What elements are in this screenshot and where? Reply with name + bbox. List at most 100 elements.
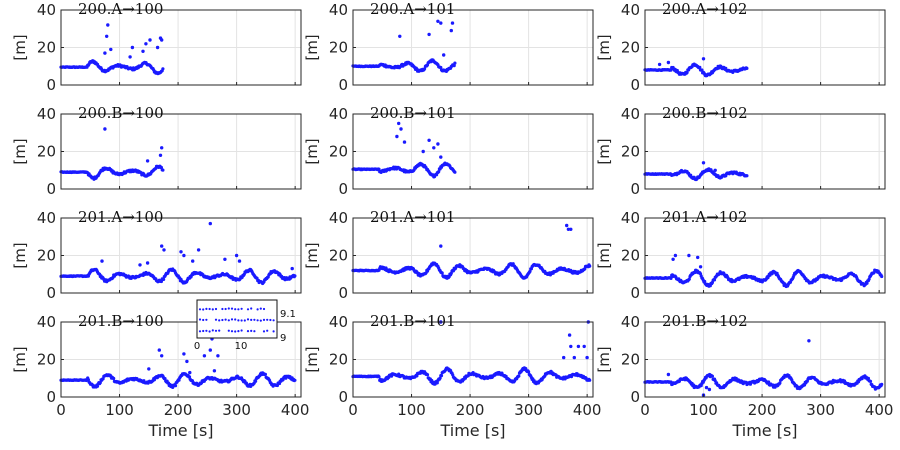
outlier-point — [141, 49, 145, 53]
outlier-point — [402, 140, 407, 144]
outlier-point — [449, 28, 453, 33]
data-point — [377, 167, 381, 171]
data-point — [173, 384, 178, 388]
subplot-1: 0 20 40 [m] 200.A→100 — [11, 0, 302, 94]
y-axis-label: [m] — [303, 34, 321, 60]
inset-point — [250, 307, 253, 310]
y-tick-label: 0 — [630, 180, 640, 198]
data-point — [112, 376, 116, 381]
y-tick-label: 20 — [37, 351, 56, 369]
subplot-title: 201.A→100 — [78, 208, 163, 226]
inset-point — [237, 319, 240, 322]
y-tick-label: 0 — [338, 76, 348, 94]
y-tick-label: 0 — [630, 76, 640, 94]
inset-point — [237, 330, 240, 333]
inset-point — [221, 307, 224, 311]
data-point — [162, 277, 166, 281]
y-tick-label: 20 — [329, 143, 348, 161]
data-point — [880, 274, 884, 279]
data-point — [254, 379, 258, 383]
y-axis-label: [m] — [303, 138, 321, 164]
y-tick-label: 20 — [621, 143, 640, 161]
inset-point — [256, 319, 259, 322]
x-axis-label: Time [s] — [147, 421, 213, 440]
data-point — [865, 281, 869, 285]
x-tick-label: 400 — [281, 401, 310, 419]
outlier-point — [182, 253, 186, 258]
subplot-title: 200.A→102 — [662, 0, 747, 18]
subplot-5: 0 20 40 [m] 200.B→101 — [303, 104, 594, 198]
outlier-point — [103, 127, 107, 131]
x-tick-label: 0 — [348, 401, 358, 419]
x-tick-label: 0 — [56, 401, 66, 419]
data-series — [351, 223, 592, 280]
outlier-point — [182, 352, 186, 356]
outlier-point — [399, 127, 403, 131]
outlier-point — [671, 257, 675, 261]
y-tick-label: 0 — [46, 180, 56, 198]
inset-point — [250, 318, 253, 321]
outlier-point — [666, 60, 671, 65]
y-tick-label: 40 — [329, 313, 348, 331]
x-axis-label: Time [s] — [731, 421, 797, 440]
subplot-4: 0 20 40 [m] 200.B→100 — [11, 104, 302, 198]
inset-point — [234, 330, 237, 333]
subplot-title: 200.B→102 — [662, 104, 748, 122]
data-series — [59, 337, 297, 389]
data-point — [275, 383, 279, 388]
y-tick-label: 40 — [37, 1, 56, 19]
data-series — [351, 121, 457, 179]
data-point — [868, 379, 873, 383]
data-point — [161, 168, 165, 172]
y-tick-label: 20 — [329, 39, 348, 57]
subplot-title: 201.B→102 — [662, 312, 748, 330]
inset-point — [250, 329, 253, 332]
inset-x-tick-label: 10 — [235, 341, 248, 352]
inset-point — [240, 307, 243, 310]
y-tick-label: 0 — [338, 180, 348, 198]
inset-point — [259, 307, 262, 310]
data-point — [263, 372, 267, 376]
outlier-point — [450, 21, 455, 25]
outlier-point — [160, 244, 164, 248]
outlier-point — [567, 333, 572, 337]
y-tick-label: 0 — [630, 388, 640, 406]
outlier-point — [569, 344, 573, 349]
inset-point — [243, 319, 246, 322]
y-tick-label: 40 — [621, 313, 640, 331]
outlier-point — [160, 146, 164, 150]
outlier-point — [698, 265, 703, 269]
data-point — [687, 277, 691, 281]
y-tick-label: 40 — [621, 209, 640, 227]
data-point — [161, 67, 165, 71]
data-point — [438, 376, 442, 380]
y-axis-label: [m] — [11, 34, 29, 60]
outlier-point — [155, 45, 160, 50]
data-point — [293, 274, 297, 278]
y-tick-label: 20 — [37, 143, 56, 161]
y-tick-label: 0 — [338, 388, 348, 406]
data-point — [440, 271, 444, 275]
y-axis-label: [m] — [11, 242, 29, 268]
inset-point — [214, 307, 218, 311]
data-point — [712, 278, 717, 282]
data-point — [685, 70, 689, 75]
data-point — [439, 374, 444, 378]
outlier-point — [188, 370, 192, 375]
outlier-point — [160, 354, 164, 358]
outlier-point — [109, 47, 113, 52]
subplot-3: 0 20 40 [m] 200.A→102 — [595, 0, 886, 94]
inset-point — [211, 308, 214, 311]
data-point — [880, 382, 884, 386]
data-point — [277, 381, 282, 386]
subplot-9: 0 20 40 [m] 201.A→102 — [595, 208, 886, 302]
x-tick-label: 100 — [105, 401, 134, 419]
y-axis-label: [m] — [595, 242, 613, 268]
outlier-point — [128, 55, 132, 59]
data-series — [643, 339, 884, 397]
data-point — [163, 377, 167, 381]
y-tick-label: 40 — [329, 105, 348, 123]
data-point — [435, 381, 439, 385]
outlier-point — [687, 253, 691, 258]
y-tick-label: 0 — [338, 284, 348, 302]
